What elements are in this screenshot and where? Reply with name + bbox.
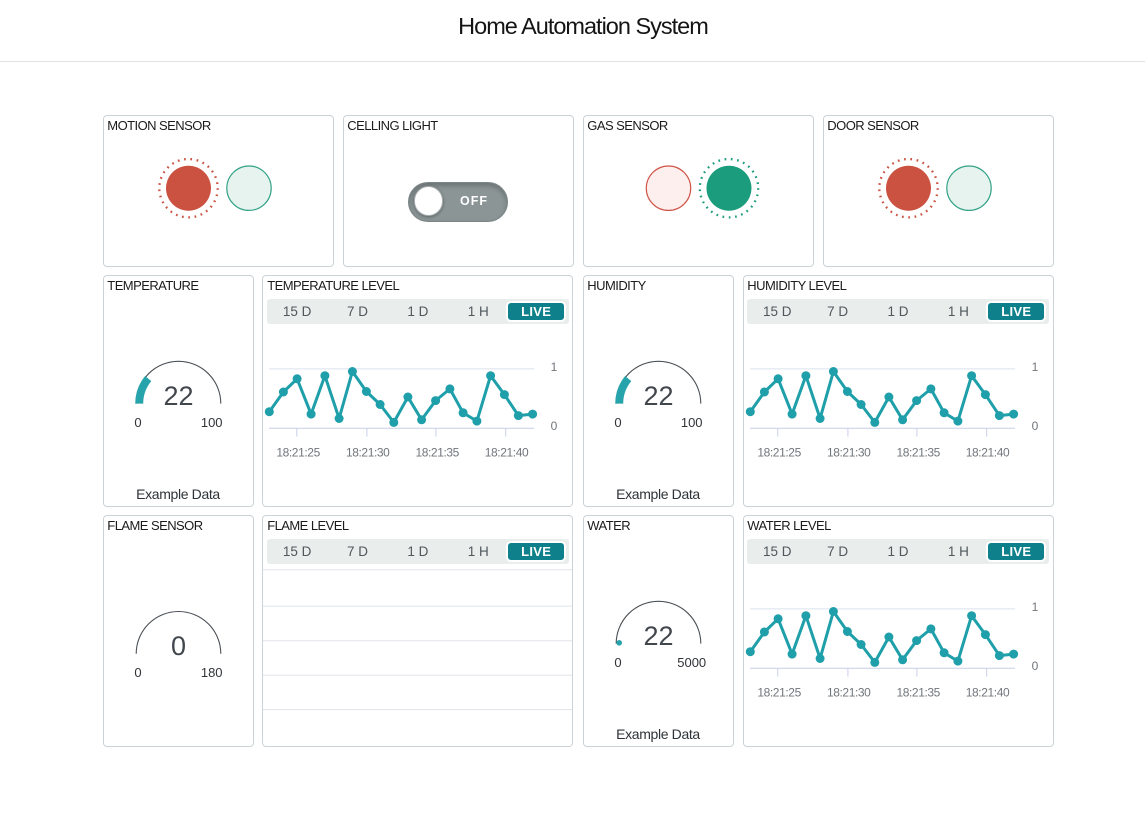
svg-text:180: 180 (200, 665, 222, 680)
svg-text:0: 0 (614, 655, 621, 670)
svg-text:18:21:30: 18:21:30 (826, 685, 870, 699)
svg-text:18:21:30: 18:21:30 (346, 445, 390, 459)
svg-text:1: 1 (551, 360, 558, 374)
svg-text:22: 22 (643, 621, 673, 651)
svg-text:100: 100 (200, 415, 222, 430)
svg-text:0: 0 (170, 631, 185, 661)
svg-text:18:21:35: 18:21:35 (416, 445, 460, 459)
svg-text:22: 22 (643, 381, 673, 411)
svg-text:18:21:40: 18:21:40 (965, 445, 1009, 459)
svg-text:1: 1 (1031, 360, 1038, 374)
svg-text:18:21:25: 18:21:25 (277, 445, 321, 459)
svg-text:0: 0 (1031, 419, 1038, 433)
svg-text:1: 1 (1031, 600, 1038, 614)
svg-text:22: 22 (163, 381, 193, 411)
svg-text:0: 0 (134, 415, 141, 430)
svg-text:0: 0 (614, 415, 621, 430)
svg-text:0: 0 (134, 665, 141, 680)
svg-text:0: 0 (1031, 659, 1038, 673)
svg-text:0: 0 (551, 419, 558, 433)
svg-text:18:21:30: 18:21:30 (826, 445, 870, 459)
svg-text:18:21:25: 18:21:25 (757, 685, 801, 699)
svg-text:18:21:40: 18:21:40 (965, 685, 1009, 699)
svg-text:100: 100 (680, 415, 702, 430)
svg-text:5000: 5000 (677, 655, 706, 670)
svg-text:18:21:40: 18:21:40 (485, 445, 529, 459)
svg-text:18:21:35: 18:21:35 (896, 685, 940, 699)
svg-text:18:21:25: 18:21:25 (757, 445, 801, 459)
svg-text:18:21:35: 18:21:35 (896, 445, 940, 459)
